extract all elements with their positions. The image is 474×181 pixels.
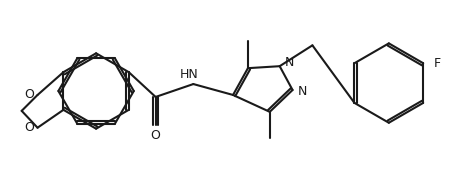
Text: N: N	[284, 56, 294, 69]
Text: F: F	[434, 57, 441, 70]
Text: HN: HN	[180, 68, 199, 81]
Text: O: O	[25, 89, 35, 102]
Text: N: N	[298, 85, 307, 98]
Text: O: O	[151, 129, 161, 142]
Text: O: O	[25, 121, 35, 134]
